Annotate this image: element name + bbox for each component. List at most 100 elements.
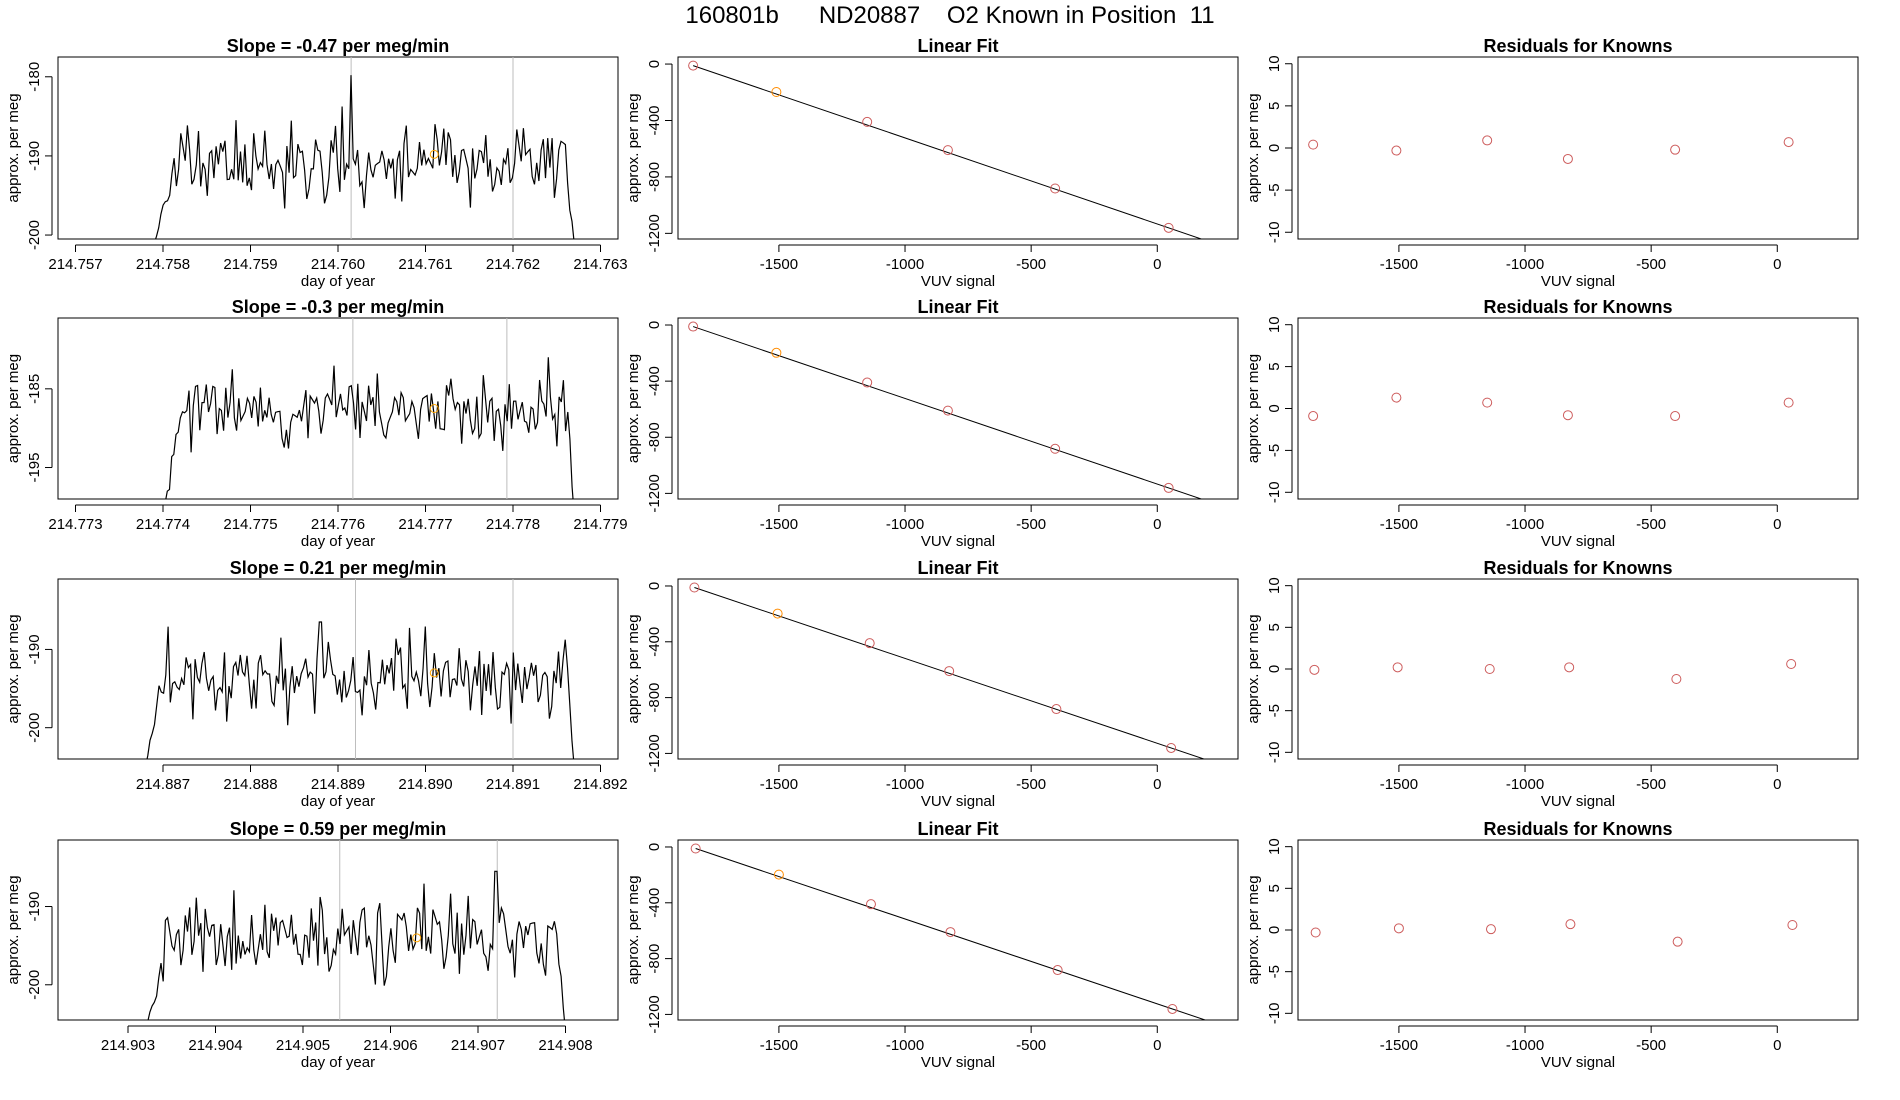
y-tick-label: -1200 — [646, 214, 663, 252]
data-point — [1393, 923, 1404, 934]
x-tick-label: -1500 — [760, 256, 798, 273]
data-trace — [165, 357, 574, 499]
x-tick-label: 214.903 — [101, 1037, 155, 1054]
x-tick-label: -1500 — [760, 776, 798, 793]
data-point — [771, 347, 782, 358]
panel-r1-c2: Linear Fit -1500 -1000 -500 0 VUV signal -1200… — [625, 36, 1239, 290]
x-tick-label: 214.776 — [311, 516, 365, 533]
plot-area — [147, 840, 566, 1020]
panel-title: Linear Fit — [917, 297, 998, 317]
x-tick-label: 214.892 — [573, 776, 627, 793]
data-point — [1783, 397, 1794, 408]
data-point — [1787, 920, 1798, 930]
data-trace — [146, 621, 575, 759]
x-tick-label: -1500 — [1380, 1037, 1418, 1054]
y-tick-label: -200 — [26, 970, 43, 1000]
x-tick-label: 214.904 — [188, 1037, 242, 1054]
y-tick-label: -190 — [26, 892, 43, 922]
mean-marker — [429, 149, 439, 159]
data-point — [690, 843, 701, 854]
x-tick-label: -500 — [1016, 1037, 1046, 1054]
data-point — [1783, 137, 1794, 148]
x-tick-label: 214.759 — [223, 256, 277, 273]
y-tick-label: 5 — [1266, 623, 1283, 631]
y-axis-label: approx. per meg — [5, 93, 22, 202]
x-tick-label: 0 — [1153, 256, 1161, 273]
plot-frame — [1297, 839, 1859, 1021]
x-axis-label: VUV signal — [1541, 533, 1615, 550]
y-tick-label: -5 — [1266, 444, 1283, 457]
mean-marker — [412, 933, 422, 943]
x-tick-label: -500 — [1016, 776, 1046, 793]
x-axis-label: VUV signal — [1541, 1054, 1615, 1071]
fit-line — [692, 65, 1203, 239]
y-tick-label: -400 — [646, 366, 663, 396]
mean-marker — [429, 668, 439, 678]
data-trace — [147, 870, 566, 1020]
plot-frame — [1297, 56, 1859, 240]
data-point — [944, 666, 955, 677]
x-tick-label: -1500 — [1380, 516, 1418, 533]
x-tick-label: -1500 — [1380, 256, 1418, 273]
x-tick-label: -1000 — [1506, 776, 1544, 793]
x-axis-label: VUV signal — [921, 533, 995, 550]
plot-area — [688, 321, 1203, 499]
x-tick-label: -1000 — [886, 256, 924, 273]
panel-title: Slope = -0.3 per meg/min — [232, 297, 445, 317]
y-tick-label: -5 — [1266, 965, 1283, 978]
data-point — [1564, 662, 1575, 673]
x-tick-label: -500 — [1016, 516, 1046, 533]
plot-frame — [1297, 317, 1859, 500]
data-point — [1050, 443, 1061, 454]
panel-title: Linear Fit — [917, 558, 998, 578]
y-tick-label: 0 — [646, 582, 663, 590]
x-tick-label: -1500 — [1380, 776, 1418, 793]
y-tick-label: -180 — [26, 62, 43, 92]
y-axis-label: approx. per meg — [625, 875, 642, 984]
x-axis-label: VUV signal — [921, 1054, 995, 1071]
y-axis-label: approx. per meg — [1245, 875, 1262, 984]
panel-r1-c1: Slope = -0.47 per meg/min 214.757 214.758 2… — [5, 36, 628, 290]
y-tick-label: 0 — [646, 60, 663, 68]
plot-area — [1308, 135, 1794, 164]
x-tick-label: -1000 — [886, 776, 924, 793]
x-tick-label: 214.777 — [398, 516, 452, 533]
x-tick-label: -500 — [1016, 256, 1046, 273]
x-tick-label: -1000 — [1506, 516, 1544, 533]
data-point — [1052, 965, 1063, 976]
data-point — [1309, 664, 1320, 675]
data-point — [1308, 139, 1319, 150]
y-axis-label: approx. per meg — [1245, 614, 1262, 723]
x-tick-label: -1000 — [1506, 1037, 1544, 1054]
x-tick-label: 214.889 — [311, 776, 365, 793]
data-point — [862, 377, 873, 388]
plot-frame — [57, 839, 619, 1021]
y-tick-label: -400 — [646, 105, 663, 135]
x-axis-label: day of year — [301, 1054, 375, 1071]
y-tick-label: -200 — [26, 713, 43, 743]
panel-title: Residuals for Knowns — [1483, 36, 1672, 56]
data-point — [1167, 1003, 1178, 1014]
x-tick-label: 214.891 — [486, 776, 540, 793]
data-point — [772, 608, 783, 619]
y-tick-label: 0 — [1266, 926, 1283, 934]
data-point — [1786, 659, 1797, 669]
panel-title: Residuals for Knowns — [1483, 558, 1672, 578]
x-tick-label: 214.762 — [486, 256, 540, 273]
x-tick-label: 214.760 — [311, 256, 365, 273]
data-point — [1671, 674, 1682, 684]
y-tick-label: -1200 — [646, 474, 663, 512]
x-tick-label: 214.887 — [136, 776, 190, 793]
panel-r4-c2: Linear Fit -1500 -1000 -500 0 VUV signal -1200… — [625, 819, 1239, 1071]
x-tick-label: -1500 — [760, 1037, 798, 1054]
y-axis-label: approx. per meg — [5, 875, 22, 984]
x-tick-label: -500 — [1636, 256, 1666, 273]
x-tick-label: 214.774 — [136, 516, 190, 533]
x-tick-label: -1000 — [1506, 256, 1544, 273]
panel-r2-c1: Slope = -0.3 per meg/min 214.773 214.774 21… — [5, 297, 628, 550]
y-tick-label: -10 — [1266, 481, 1283, 503]
plot-area — [154, 57, 575, 239]
plot-frame — [57, 56, 619, 240]
y-tick-label: -400 — [646, 627, 663, 657]
y-tick-label: -190 — [26, 634, 43, 664]
